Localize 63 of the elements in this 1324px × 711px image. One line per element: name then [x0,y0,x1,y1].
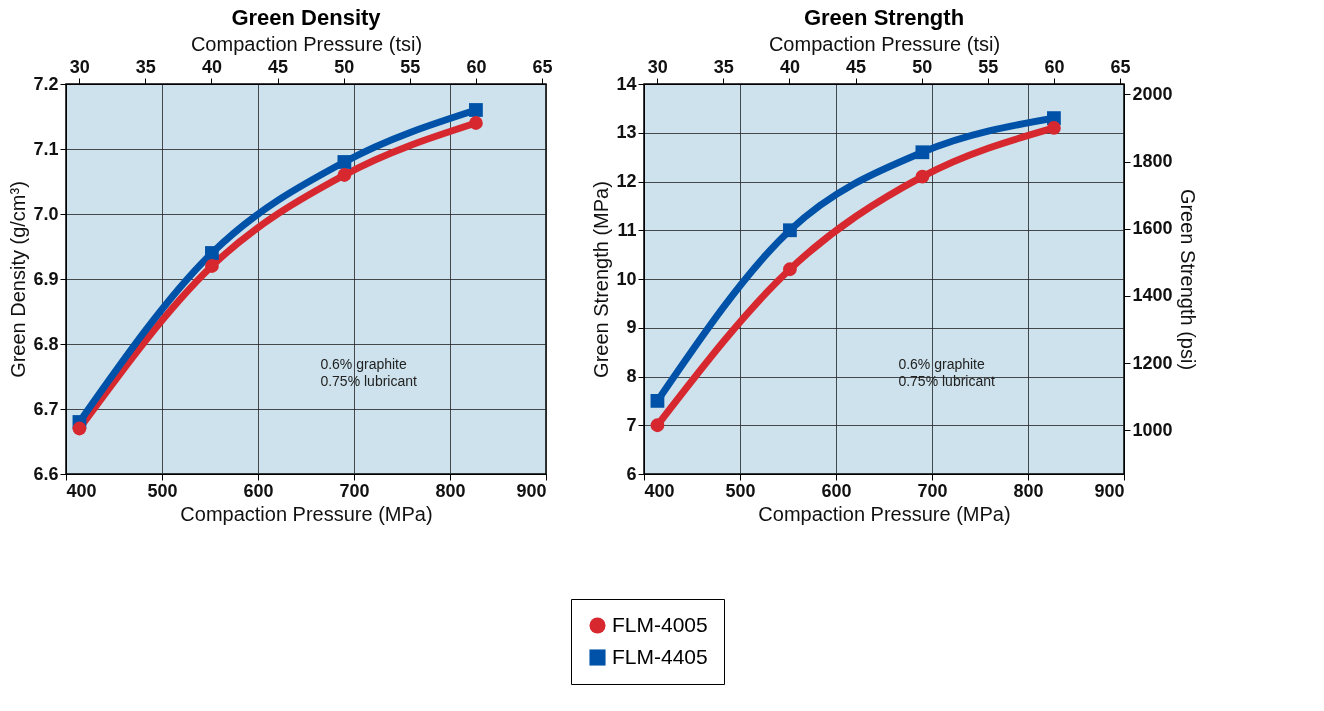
x2-tick-label: 60 [466,56,487,77]
x2-tick-label: 50 [334,56,355,77]
y-tick-label: 6.7 [33,398,59,419]
y-tick-label: 6 [626,463,637,484]
x2-tick-label: 40 [779,56,800,77]
y-tick-label: 13 [616,122,637,143]
x2-tick-label: 50 [912,56,933,77]
chart-title: Green Density [231,5,382,30]
y-tick-label: 7.1 [33,138,59,159]
y-tick-label: 7.0 [33,203,59,224]
x2-tick-label: 55 [978,56,999,77]
annotation: 0.6% graphite [320,355,408,372]
annotation: 0.6% graphite [898,355,986,372]
y2-tick-label: 1000 [1132,419,1173,440]
x2-tick-label: 35 [135,56,156,77]
y-tick-label: 6.8 [33,333,59,354]
x-tick-label: 500 [147,480,178,501]
x2-tick-label: 65 [1110,56,1131,77]
y-axis-title: Green Strength (MPa) [590,181,613,378]
x2-axis-title: Compaction Pressure (tsi) [768,32,1001,55]
x2-tick-label: 30 [69,56,90,77]
y-tick-label: 6.6 [33,463,59,484]
y2-tick-label: 1200 [1132,352,1173,373]
y-tick-label: 10 [616,268,637,289]
chart-title: Green Strength [803,5,965,30]
y-tick-label: 12 [616,171,637,191]
y2-tick-label: 1800 [1132,151,1173,172]
y-tick-label: 9 [626,317,637,338]
x-tick-label: 700 [917,480,948,501]
x-tick-label: 600 [243,480,274,501]
y-tick-label: 7.2 [33,73,59,94]
y-tick-label: 6.9 [33,268,59,289]
y-tick-label: 11 [617,219,637,240]
x-tick-label: 800 [435,480,466,501]
x2-tick-label: 45 [846,56,867,77]
y2-tick-label: 1600 [1132,218,1173,239]
x-tick-label: 800 [1013,480,1044,501]
x2-axis-title: Compaction Pressure (tsi) [190,32,423,55]
x2-tick-label: 55 [400,56,421,77]
legend-label: FLM-4405 [612,644,708,668]
x-tick-label: 900 [1094,480,1125,501]
legend-label: FLM-4005 [612,612,708,636]
y-tick-label: 14 [616,73,637,94]
x2-tick-label: 30 [647,56,668,77]
x2-tick-label: 40 [201,56,222,77]
x2-tick-label: 60 [1044,56,1065,77]
x2-tick-label: 35 [713,56,734,77]
x-tick-label: 600 [821,480,852,501]
y2-axis-title: Green Strength (psi) [1176,188,1199,371]
x2-tick-label: 45 [268,56,289,77]
y-tick-label: 7 [626,414,637,435]
y-tick-label: 8 [626,366,637,386]
x-tick-label: 500 [725,480,756,501]
x-tick-label: 700 [339,480,370,501]
y-axis-title: Green Density (g/cm³) [7,181,30,378]
y2-tick-label: 1400 [1132,285,1173,306]
x-axis-title: Compaction Pressure (MPa) [180,502,433,525]
x-tick-label: 900 [516,480,547,501]
x-axis-title: Compaction Pressure (MPa) [758,502,1011,525]
y2-tick-label: 2000 [1132,83,1173,104]
x2-tick-label: 65 [532,56,553,77]
x-tick-label: 400 [644,480,675,501]
x-tick-label: 400 [66,480,97,501]
